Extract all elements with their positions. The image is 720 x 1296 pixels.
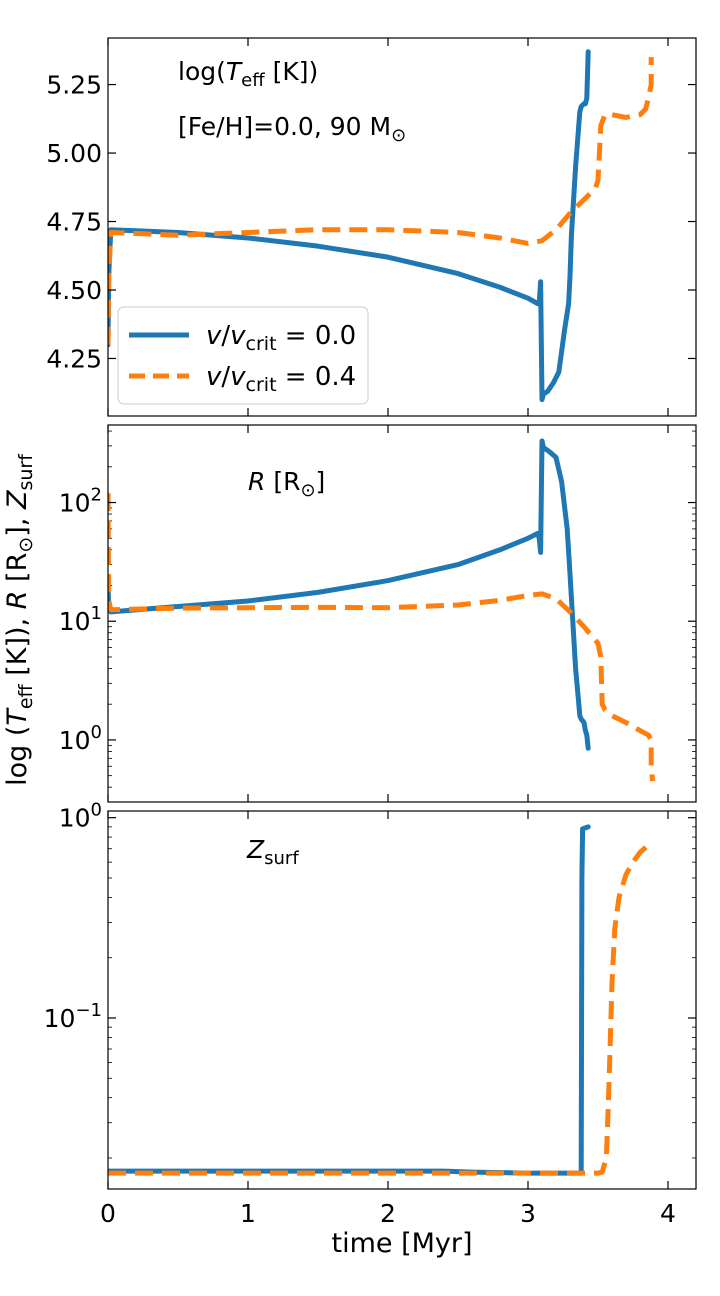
- legend-label-vcrit-0: v/vcrit = 0.0: [206, 321, 356, 355]
- y-tick-label-zsurf: 10−1: [44, 1000, 102, 1033]
- y-tick-label-teff: 4.50: [46, 276, 102, 305]
- series-line-radius-vcrit-04: [108, 493, 656, 782]
- legend-label-vcrit-04: v/vcrit = 0.4: [206, 362, 356, 396]
- y-tick-label-teff: 5.00: [46, 139, 102, 168]
- x-tick-label: 3: [520, 1199, 536, 1228]
- y-tick-label-teff: 4.75: [46, 208, 102, 237]
- series-line-teff-vcrit-04: [108, 57, 654, 345]
- series-line-radius-vcrit-0: [108, 438, 591, 751]
- legend-box: [117, 306, 369, 405]
- y-axis-title: log (Teff [K]), R [R⊙], Zsurf: [2, 453, 37, 786]
- panel-teff-frame: [107, 37, 697, 417]
- x-tick-label: 0: [100, 1199, 116, 1228]
- legend: v/vcrit = 0.0 v/vcrit = 0.4: [117, 306, 369, 405]
- x-tick-label: 4: [660, 1199, 676, 1228]
- panel-teff: 4.254.504.755.005.25 log(Teff [K]) [Fe/H…: [46, 37, 697, 417]
- y-tick-label-teff: 4.25: [46, 344, 102, 373]
- x-tick-label: 1: [240, 1199, 256, 1228]
- x-tick-labels: 0 1 2 3 4: [100, 1199, 676, 1228]
- x-tick-label: 2: [380, 1199, 396, 1228]
- x-axis-title: time [Myr]: [331, 1228, 472, 1259]
- series-line-zsurf-vcrit-0: [108, 824, 591, 1176]
- panel-radius-frame: [107, 424, 697, 803]
- y-tick-label-teff: 5.25: [46, 71, 102, 100]
- zsurf-annotation: Zsurf: [246, 835, 299, 869]
- metallicity-mass-annotation: [Fe/H]=0.0, 90 M⊙: [178, 112, 406, 146]
- panel-zsurf-frame: [107, 810, 697, 1190]
- series-line-teff-vcrit-0: [108, 49, 591, 403]
